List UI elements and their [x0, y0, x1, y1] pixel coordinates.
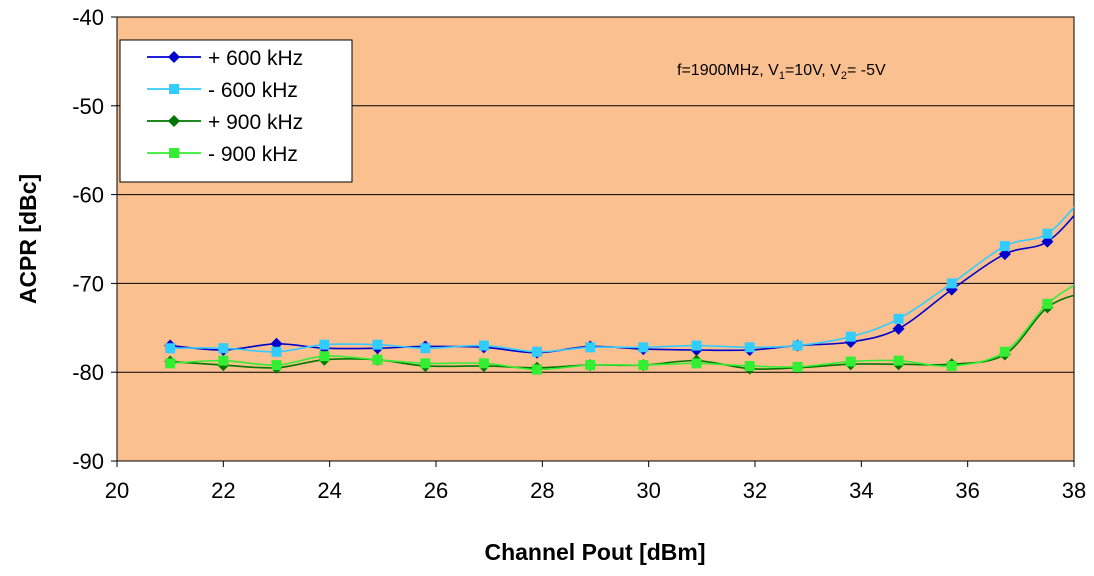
- data-point: [165, 358, 176, 369]
- data-point: [420, 343, 431, 354]
- x-tick-label: 22: [211, 478, 235, 503]
- data-point: [319, 351, 330, 362]
- annotation-part-mid2: = -5V: [847, 62, 886, 79]
- annotation-part-mid1: =10V, V: [785, 62, 841, 79]
- series-layer: [164, 205, 1074, 375]
- data-point: [585, 342, 596, 353]
- series-2: [165, 205, 1074, 357]
- data-point: [532, 346, 543, 357]
- data-point: [792, 361, 803, 372]
- legend-entry: - 600 kHz: [147, 79, 298, 102]
- data-point: [946, 360, 957, 371]
- x-axis: 20 22 24 26 28 30 32 34 36 38: [105, 461, 1086, 503]
- plot-border: [116, 16, 1075, 462]
- legend-marker: [168, 115, 180, 127]
- data-point: [478, 340, 489, 351]
- legend-entry: - 900 kHz: [147, 143, 298, 166]
- x-tick-label: 32: [743, 478, 767, 503]
- legend-label: - 600 kHz: [208, 79, 298, 102]
- x-tick-label: 26: [424, 478, 448, 503]
- data-point: [638, 342, 649, 353]
- data-point: [1042, 298, 1053, 309]
- legend-entry: + 900 kHz: [147, 111, 303, 134]
- y-axis-title: ACPR [dBc]: [15, 174, 41, 304]
- y-axis: -40 -50 -60 -70 -80 -90: [72, 5, 117, 474]
- data-point: [893, 355, 904, 366]
- y-tick-label: -40: [72, 5, 104, 30]
- data-point: [478, 358, 489, 369]
- data-point: [218, 343, 229, 354]
- x-tick-label: 30: [636, 478, 660, 503]
- data-point: [892, 322, 905, 335]
- data-point: [691, 358, 702, 369]
- data-point: [845, 331, 856, 342]
- legend: + 600 kHz - 600 kHz + 900 kHz - 900 kHz: [119, 39, 353, 183]
- x-tick-label: 36: [955, 478, 979, 503]
- x-tick-label: 20: [105, 478, 129, 503]
- legend-marker: [168, 51, 180, 63]
- y-tick-label: -80: [72, 360, 104, 385]
- condition-annotation: f=1900MHz, V1=10V, V2= -5V: [677, 62, 886, 82]
- data-point: [638, 360, 649, 371]
- data-point: [271, 346, 282, 357]
- data-point: [165, 343, 176, 354]
- data-point: [372, 354, 383, 365]
- y-tick-label: -90: [72, 449, 104, 474]
- data-point: [420, 358, 431, 369]
- annotation-subscript-1: 1: [779, 70, 785, 82]
- data-point: [271, 360, 282, 371]
- legend-entry: + 600 kHz: [147, 47, 303, 70]
- data-point: [744, 342, 755, 353]
- x-tick-label: 34: [849, 478, 873, 503]
- data-point: [893, 313, 904, 324]
- data-point: [585, 360, 596, 371]
- data-point: [946, 278, 957, 289]
- legend-label: - 900 kHz: [208, 143, 298, 166]
- data-point: [691, 340, 702, 351]
- x-tick-label: 24: [317, 478, 341, 503]
- data-point: [319, 339, 330, 350]
- data-point: [218, 355, 229, 366]
- data-point: [999, 346, 1010, 357]
- annotation-part-main: f=1900MHz, V: [677, 62, 779, 79]
- legend-box: [119, 39, 353, 183]
- y-tick-label: -70: [72, 271, 104, 296]
- data-point: [744, 360, 755, 371]
- data-point: [792, 340, 803, 351]
- legend-label: + 600 kHz: [208, 47, 303, 70]
- data-point: [1042, 228, 1053, 239]
- data-point: [999, 241, 1010, 252]
- series-4: [165, 284, 1074, 375]
- legend-marker: [169, 148, 179, 158]
- x-tick-label: 38: [1062, 478, 1086, 503]
- data-point: [372, 339, 383, 350]
- legend-marker: [169, 84, 179, 94]
- legend-label: + 900 kHz: [208, 111, 303, 134]
- x-axis-title: Channel Pout [dBm]: [484, 539, 705, 565]
- data-point: [532, 364, 543, 375]
- data-point: [845, 356, 856, 367]
- x-tick-label: 28: [530, 478, 554, 503]
- y-tick-label: -60: [72, 183, 104, 208]
- annotation-subscript-2: 2: [841, 70, 847, 82]
- y-tick-label: -50: [72, 94, 104, 119]
